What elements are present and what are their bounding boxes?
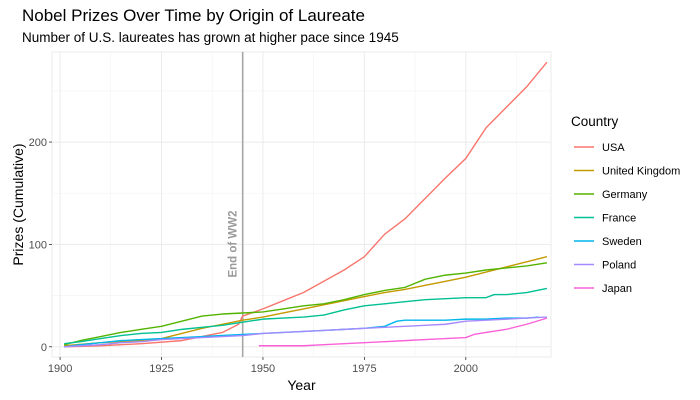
x-tick-label: 1950 (251, 363, 275, 375)
y-tick-label: 200 (29, 137, 47, 149)
legend-title: Country (571, 114, 619, 129)
x-tick-label: 1975 (352, 363, 376, 375)
legend-label: Germany (602, 189, 648, 201)
series-line-2 (63, 262, 548, 346)
y-tick-label: 0 (41, 342, 47, 354)
y-axis-title: Prizes (Cumulative) (10, 143, 26, 265)
x-tick-label: 1925 (149, 363, 173, 375)
series-line-5 (64, 316, 547, 348)
chart-title: Nobel Prizes Over Time by Origin of Laur… (22, 6, 365, 25)
major-grid (52, 52, 551, 357)
series-layer (63, 61, 548, 348)
plot-panel (51, 51, 552, 358)
x-tick-label: 1900 (48, 363, 72, 375)
minor-grid (52, 52, 551, 357)
legend-label: France (602, 213, 636, 225)
y-tick-label: 100 (29, 239, 47, 251)
x-tick-label: 2000 (454, 363, 478, 375)
legend-label: Sweden (602, 236, 642, 248)
legend-label: Poland (602, 260, 636, 272)
legend-label: Japan (602, 283, 632, 295)
series-line-6 (258, 317, 548, 347)
series-line-1 (64, 256, 548, 347)
legend-label: USA (602, 142, 625, 154)
y-axis: 0 100 200 (29, 137, 52, 354)
annotation-layer: End of WW2 (228, 52, 244, 357)
chart-subtitle: Number of U.S. laureates has grown at hi… (22, 30, 399, 45)
legend-label: United Kingdom (602, 166, 680, 178)
x-axis: 1900 1925 1950 1975 2000 (48, 357, 478, 375)
series-line-3 (64, 287, 548, 345)
legend: Country USA United Kingdom Germany France Sw… (571, 114, 680, 295)
x-axis-title: Year (287, 377, 316, 393)
ww2-annotation-label: End of WW2 (228, 210, 240, 277)
